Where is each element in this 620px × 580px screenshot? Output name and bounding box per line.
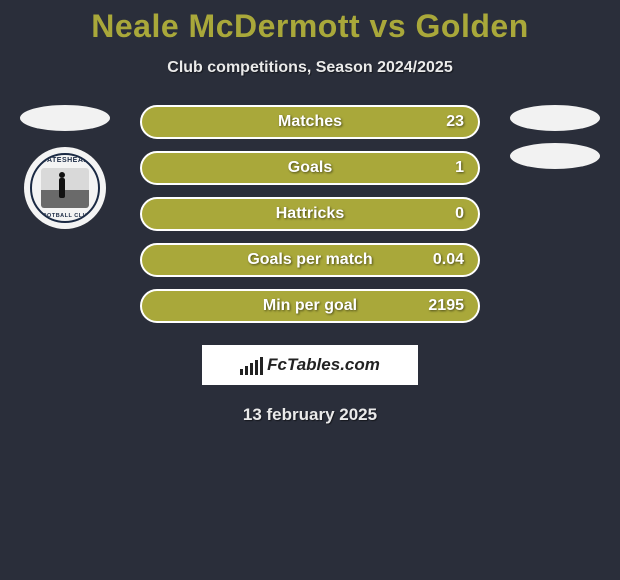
- title-text: Neale McDermott vs Golden: [91, 8, 529, 44]
- report-date: 13 february 2025: [0, 405, 620, 425]
- comparison-content: GATESHEAD FOOTBALL CLUB Matches 23 Goals…: [0, 105, 620, 425]
- badge-text-bottom: FOOTBALL CLUB: [38, 213, 91, 219]
- subtitle: Club competitions, Season 2024/2025: [0, 59, 620, 77]
- stat-label: Matches: [278, 113, 342, 131]
- stat-value: 23: [446, 113, 464, 131]
- logo-bar: [240, 369, 243, 375]
- stat-bar-hattricks: Hattricks 0: [140, 197, 480, 231]
- left-player-column: GATESHEAD FOOTBALL CLUB: [10, 105, 120, 229]
- fctables-logo: FcTables.com: [202, 345, 418, 385]
- club-badge-inner: GATESHEAD FOOTBALL CLUB: [30, 153, 100, 223]
- logo-rest: Tables.com: [287, 355, 380, 374]
- logo-bar: [255, 360, 258, 375]
- badge-scene: [41, 168, 89, 208]
- stat-label: Goals per match: [247, 251, 372, 269]
- stat-bar-matches: Matches 23: [140, 105, 480, 139]
- logo-bars-icon: [240, 355, 263, 375]
- badge-text-top: GATESHEAD: [41, 157, 89, 164]
- stat-value: 0: [455, 205, 464, 223]
- logo-bar: [260, 357, 263, 375]
- stat-value: 1: [455, 159, 464, 177]
- page-title: Neale McDermott vs Golden: [0, 0, 620, 45]
- stat-bar-min-per-goal: Min per goal 2195: [140, 289, 480, 323]
- right-player-column: [500, 105, 610, 169]
- stat-bar-goals: Goals 1: [140, 151, 480, 185]
- logo-bar: [250, 363, 253, 375]
- stat-label: Hattricks: [276, 205, 344, 223]
- logo-bar: [245, 366, 248, 375]
- left-ellipse: [20, 105, 110, 131]
- stat-value: 2195: [428, 297, 464, 315]
- logo-prefix: Fc: [267, 355, 287, 374]
- club-badge-left: GATESHEAD FOOTBALL CLUB: [24, 147, 106, 229]
- right-ellipse-1: [510, 105, 600, 131]
- stat-bar-goals-per-match: Goals per match 0.04: [140, 243, 480, 277]
- stat-label: Goals: [288, 159, 332, 177]
- stat-label: Min per goal: [263, 297, 357, 315]
- badge-figure-icon: [57, 172, 67, 202]
- stat-bars: Matches 23 Goals 1 Hattricks 0 Goals per…: [140, 105, 480, 323]
- logo-text: FcTables.com: [267, 355, 380, 375]
- right-ellipse-2: [510, 143, 600, 169]
- stat-value: 0.04: [433, 251, 464, 269]
